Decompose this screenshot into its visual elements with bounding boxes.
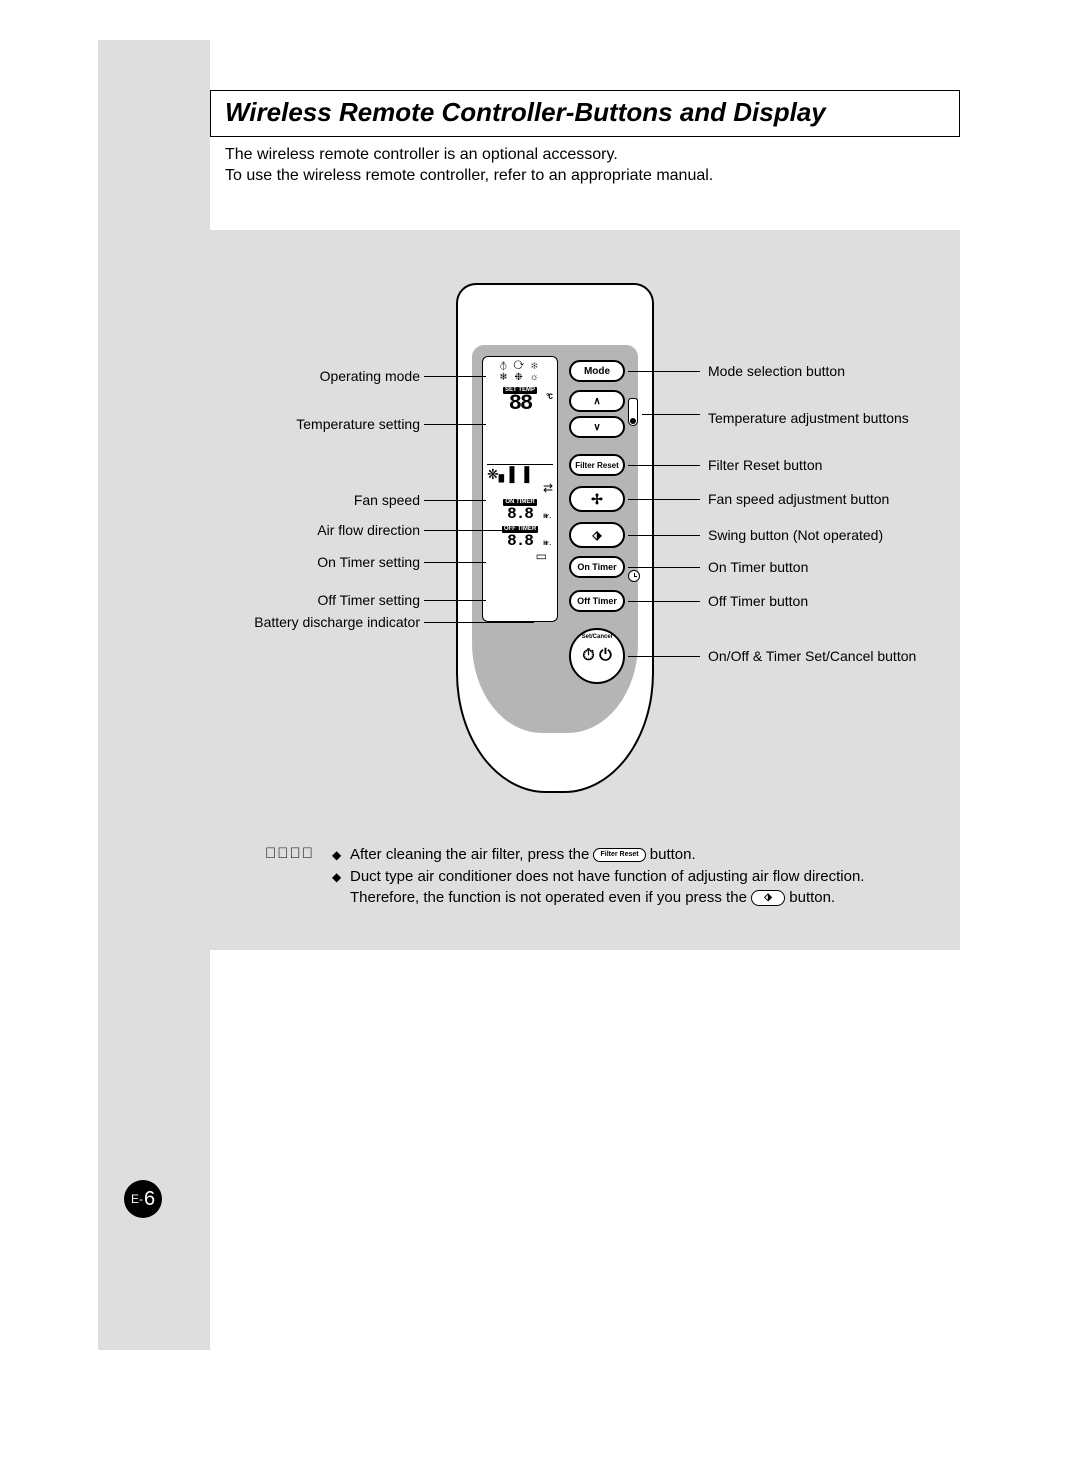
- clock-icon: [628, 570, 640, 582]
- leader: [424, 376, 486, 377]
- leader: [424, 600, 486, 601]
- leader: [424, 500, 486, 501]
- leader: [628, 371, 700, 372]
- lcd-off-timer: 8.8Hr.: [487, 533, 553, 549]
- leader: [628, 465, 700, 466]
- label-mode-button: Mode selection button: [708, 363, 938, 381]
- lcd-mode-icons: ⦽ ⟳ ❄: [487, 361, 553, 372]
- leader: [642, 414, 700, 415]
- notes-block: 􀀀􀀀􀀀􀀀 After cleaning the air filter, pres…: [265, 845, 945, 910]
- lcd-temp-digits: 88: [509, 391, 531, 416]
- lcd-mode-icons: ❄ ❉ ☼: [487, 372, 553, 383]
- leader: [424, 562, 486, 563]
- leader: [628, 567, 700, 568]
- label-swing: Swing button (Not operated): [708, 527, 948, 545]
- swing-button[interactable]: ⬗: [569, 522, 625, 548]
- temp-up-button[interactable]: ∧: [569, 390, 625, 412]
- notes-list: After cleaning the air filter, press the…: [332, 845, 864, 910]
- lcd-airflow-icon: ⇄: [487, 482, 553, 495]
- thermometer-icon: [628, 398, 638, 426]
- note-item: After cleaning the air filter, press the…: [332, 845, 864, 865]
- page-number-badge: E-6: [124, 1180, 162, 1218]
- off-timer-button[interactable]: Off Timer: [569, 590, 625, 612]
- temp-down-button[interactable]: ∨: [569, 416, 625, 438]
- label-power-btn: On/Off & Timer Set/Cancel button: [708, 648, 938, 666]
- remote-lcd: ⦽ ⟳ ❄ ❄ ❉ ☼ SET TEMP 88 °C ❋▖▌▐ ⇄ ON TIM…: [482, 356, 558, 622]
- lcd-on-timer: 8.8Hr.: [487, 506, 553, 522]
- mode-button[interactable]: Mode: [569, 360, 625, 382]
- label-off-timer-btn: Off Timer button: [708, 593, 938, 611]
- page-number: 6: [144, 1188, 155, 1211]
- leader: [628, 601, 700, 602]
- page-prefix: E-: [131, 1192, 143, 1206]
- fan-speed-button[interactable]: ✢: [569, 486, 625, 512]
- on-timer-button[interactable]: On Timer: [569, 556, 625, 578]
- inline-swing-icon: ⬗: [751, 890, 785, 906]
- label-fan-speed-adjust: Fan speed adjustment button: [708, 491, 938, 509]
- intro-text: The wireless remote controller is an opt…: [225, 145, 713, 187]
- label-filter-reset: Filter Reset button: [708, 457, 938, 475]
- leader: [628, 535, 700, 536]
- label-battery-discharge: Battery discharge indicator: [210, 614, 420, 632]
- label-temp-adjust: Temperature adjustment buttons: [708, 410, 938, 428]
- leader: [424, 424, 486, 425]
- section-title: Wireless Remote Controller-Buttons and D…: [225, 97, 945, 128]
- label-fan-speed: Fan speed: [210, 492, 420, 510]
- label-temperature-setting: Temperature setting: [210, 416, 420, 434]
- lcd-temp-unit: °C: [545, 394, 551, 401]
- intro-line: The wireless remote controller is an opt…: [225, 145, 713, 166]
- lcd-temp: 88 °C: [487, 394, 553, 414]
- left-sidebar: [98, 40, 210, 1350]
- label-on-timer-setting: On Timer setting: [210, 554, 420, 572]
- leader: [628, 656, 700, 657]
- label-off-timer-setting: Off Timer setting: [210, 592, 420, 610]
- notes-heading: 􀀀􀀀􀀀􀀀: [265, 845, 314, 910]
- inline-filter-reset-icon: Filter Reset: [593, 848, 645, 862]
- remote-diagram: ⦽ ⟳ ❄ ❄ ❉ ☼ SET TEMP 88 °C ❋▖▌▐ ⇄ ON TIM…: [210, 230, 960, 950]
- label-air-flow-direction: Air flow direction: [210, 522, 420, 540]
- power-set-cancel-button[interactable]: Set/Cancel ⏱ ⏻: [569, 628, 625, 684]
- lcd-divider: [487, 464, 553, 465]
- label-operating-mode: Operating mode: [210, 368, 420, 386]
- leader: [628, 499, 700, 500]
- leader: [424, 530, 510, 531]
- lcd-fan-icons: ❋▖▌▐: [487, 467, 553, 482]
- section-title-box: Wireless Remote Controller-Buttons and D…: [210, 90, 960, 137]
- power-icons: ⏱ ⏻: [582, 647, 612, 665]
- label-on-timer-btn: On Timer button: [708, 559, 938, 577]
- note-item: Duct type air conditioner does not have …: [332, 867, 864, 908]
- leader: [424, 622, 534, 623]
- power-arc-text: Set/Cancel: [582, 634, 613, 640]
- filter-reset-button[interactable]: Filter Reset: [569, 454, 625, 476]
- lcd-battery-icon: ▭: [487, 549, 553, 563]
- intro-line: To use the wireless remote controller, r…: [225, 166, 713, 187]
